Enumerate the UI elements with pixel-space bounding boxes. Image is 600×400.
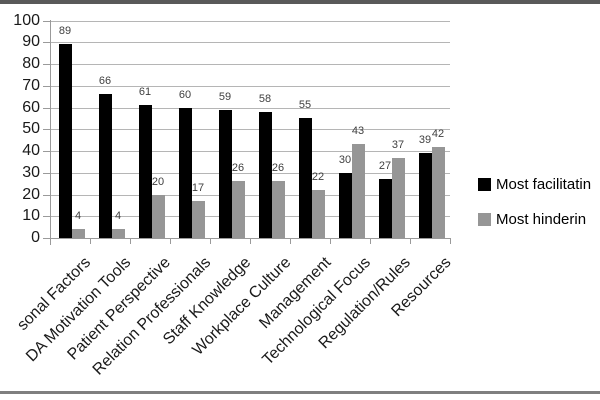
data-label: 60 — [178, 88, 192, 101]
y-axis-tick — [43, 151, 50, 152]
y-axis-tick — [43, 194, 50, 196]
y-axis-tick-label: 70 — [22, 76, 40, 94]
x-axis-tick — [90, 238, 91, 244]
y-axis-tick-label: 100 — [13, 11, 40, 29]
data-label: 61 — [138, 86, 152, 99]
x-axis-line — [50, 238, 450, 239]
bar-most-facilitating — [338, 172, 352, 238]
data-label: 4 — [74, 210, 82, 223]
bar-most-hindering — [271, 181, 285, 238]
y-axis-tick — [43, 85, 50, 87]
gridline — [50, 64, 450, 65]
y-axis-tick — [43, 107, 50, 109]
gridline — [50, 20, 450, 22]
y-axis-tick-label: 0 — [31, 229, 40, 246]
x-axis-tick — [250, 238, 251, 244]
x-axis-tick — [170, 238, 171, 244]
data-label: 42 — [431, 127, 445, 140]
data-label: 37 — [391, 138, 405, 151]
y-axis-tick — [43, 216, 50, 218]
x-axis-tick — [130, 238, 131, 244]
bar-most-hindering — [231, 181, 245, 238]
data-label: 66 — [98, 75, 112, 88]
legend-label-most-hindering: Most hinderin — [496, 211, 587, 228]
data-label: 27 — [378, 160, 392, 173]
gridline — [50, 216, 450, 218]
bar-most-facilitating — [178, 107, 192, 238]
legend-swatch-most-hindering-icon — [478, 213, 491, 226]
gridline — [50, 85, 450, 87]
x-axis-tick — [370, 238, 371, 244]
bar-most-hindering — [351, 144, 365, 238]
bar-most-facilitating — [218, 109, 232, 238]
legend-swatch-most-facilitating-icon — [478, 178, 491, 191]
y-axis-tick-label: 30 — [22, 163, 40, 181]
gridline — [50, 151, 450, 152]
bar-most-hindering — [111, 229, 125, 238]
data-label: 17 — [191, 182, 205, 195]
y-axis-tick-label: 90 — [22, 33, 40, 51]
y-axis-tick-label: 80 — [22, 55, 40, 72]
gridline — [50, 42, 450, 44]
bar-most-facilitating — [258, 111, 272, 238]
gridline — [50, 172, 450, 174]
bar-most-facilitating — [138, 105, 152, 238]
x-axis-tick — [290, 238, 291, 244]
x-axis-tick — [330, 238, 331, 244]
y-axis-tick-label: 50 — [22, 120, 40, 138]
bar-most-hindering — [151, 194, 165, 238]
gridline — [50, 129, 450, 131]
x-axis-tick — [450, 238, 451, 244]
y-axis-tick — [43, 42, 50, 44]
bar-most-facilitating — [58, 44, 72, 238]
gridline — [50, 107, 450, 109]
legend-label-most-facilitating: Most facilitatin — [496, 176, 592, 193]
data-label: 39 — [418, 134, 432, 147]
y-axis-tick — [43, 64, 50, 65]
x-axis-tick — [210, 238, 211, 244]
y-axis-tick-label: 20 — [22, 185, 40, 203]
data-label: 4 — [114, 210, 122, 223]
bar-most-facilitating — [98, 94, 112, 238]
y-axis-tick-label: 10 — [22, 207, 40, 225]
bar-most-facilitating — [298, 118, 312, 238]
data-label: 26 — [271, 162, 285, 175]
data-label: 89 — [58, 25, 72, 38]
bar-most-facilitating — [378, 179, 392, 238]
data-label: 20 — [151, 175, 165, 188]
data-label: 59 — [218, 90, 232, 103]
y-axis-tick-label: 60 — [22, 98, 40, 116]
bar-most-hindering — [431, 146, 445, 238]
bar-most-hindering — [391, 157, 405, 238]
y-axis-tick — [43, 129, 50, 131]
x-axis-tick — [410, 238, 411, 244]
gridline — [50, 194, 450, 196]
bar-most-hindering — [191, 201, 205, 238]
top-border-line — [0, 0, 600, 4]
y-axis-line — [50, 19, 51, 245]
legend-entry-most-facilitating: Most facilitatin — [478, 176, 591, 193]
y-axis-tick — [43, 20, 50, 22]
data-label: 30 — [338, 153, 352, 166]
bar-most-facilitating — [418, 153, 432, 238]
data-label: 58 — [258, 92, 272, 105]
y-axis-tick — [43, 238, 50, 239]
data-label: 26 — [231, 162, 245, 175]
data-label: 43 — [351, 125, 365, 138]
y-axis-tick-label: 40 — [22, 142, 40, 159]
bar-most-hindering — [71, 229, 85, 238]
bottom-border-line — [0, 391, 600, 394]
y-axis-tick — [43, 172, 50, 174]
bar-most-hindering — [311, 190, 325, 238]
data-label: 55 — [298, 99, 312, 112]
data-label: 22 — [311, 171, 325, 184]
legend-entry-most-hindering: Most hinderin — [478, 211, 586, 228]
